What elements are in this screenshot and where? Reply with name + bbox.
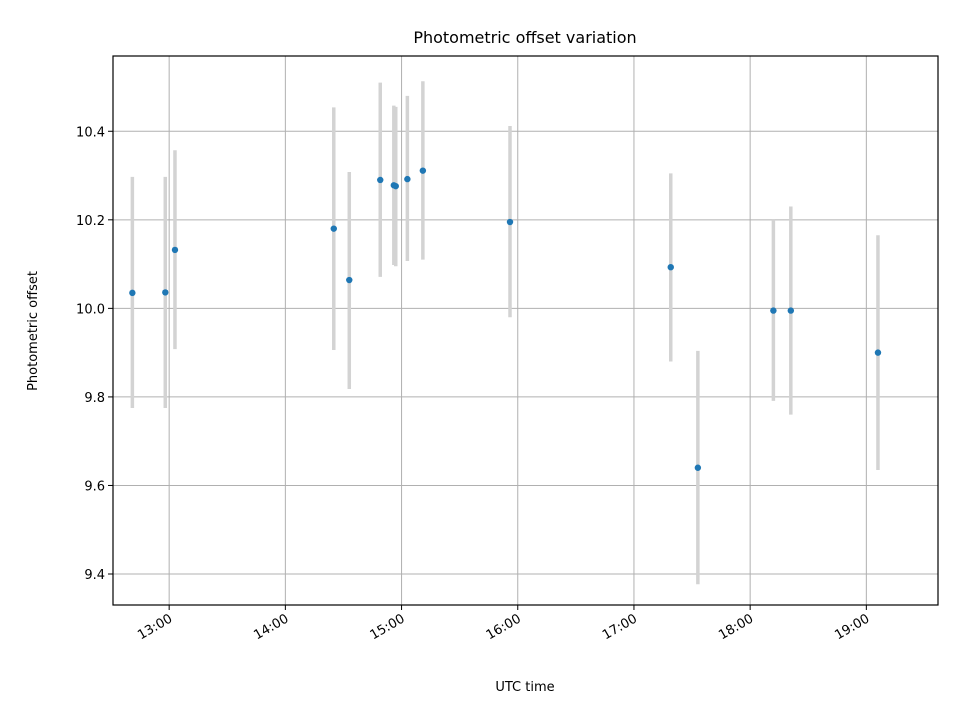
data-point <box>392 182 399 190</box>
y-tick-label: 9.4 <box>84 568 105 583</box>
y-tick-label: 9.8 <box>84 391 105 406</box>
data-point <box>129 289 136 297</box>
data-point <box>506 218 514 226</box>
data-point <box>787 307 795 314</box>
data-point <box>419 167 427 174</box>
y-tick-label: 10.2 <box>76 214 105 229</box>
data-point <box>346 276 353 284</box>
data-point <box>874 349 882 356</box>
y-axis-label: Photometric offset <box>26 271 41 391</box>
chart-title: Photometric offset variation <box>413 28 636 47</box>
data-point <box>162 289 169 296</box>
x-tick-label: 18:00 <box>716 611 756 643</box>
x-tick-label: 17:00 <box>600 611 640 643</box>
data-points <box>129 167 882 471</box>
x-tick-label: 13:00 <box>135 611 175 643</box>
x-tick-label: 15:00 <box>368 611 408 643</box>
data-point <box>667 263 674 271</box>
data-point <box>330 225 337 232</box>
x-tick-label: 16:00 <box>484 611 524 643</box>
y-axis-ticks: 9.4 9.6 9.8 10.0 10.2 10.4 <box>76 125 113 583</box>
error-bars <box>130 81 880 585</box>
grid-lines <box>113 56 938 605</box>
data-point <box>171 246 179 254</box>
x-tick-label: 14:00 <box>251 611 291 643</box>
x-axis-label: UTC time <box>495 680 554 695</box>
data-point <box>770 307 777 314</box>
data-point <box>377 176 384 184</box>
plot-frame <box>112 55 939 606</box>
data-point <box>694 464 702 471</box>
data-point <box>404 175 411 183</box>
x-axis-ticks: 13:00 14:00 15:00 16:00 17:00 18:00 19:00 <box>135 605 872 643</box>
y-tick-label: 9.6 <box>84 479 105 494</box>
y-tick-label: 10.4 <box>76 125 105 140</box>
y-tick-label: 10.0 <box>76 302 105 317</box>
x-tick-label: 19:00 <box>832 611 872 643</box>
